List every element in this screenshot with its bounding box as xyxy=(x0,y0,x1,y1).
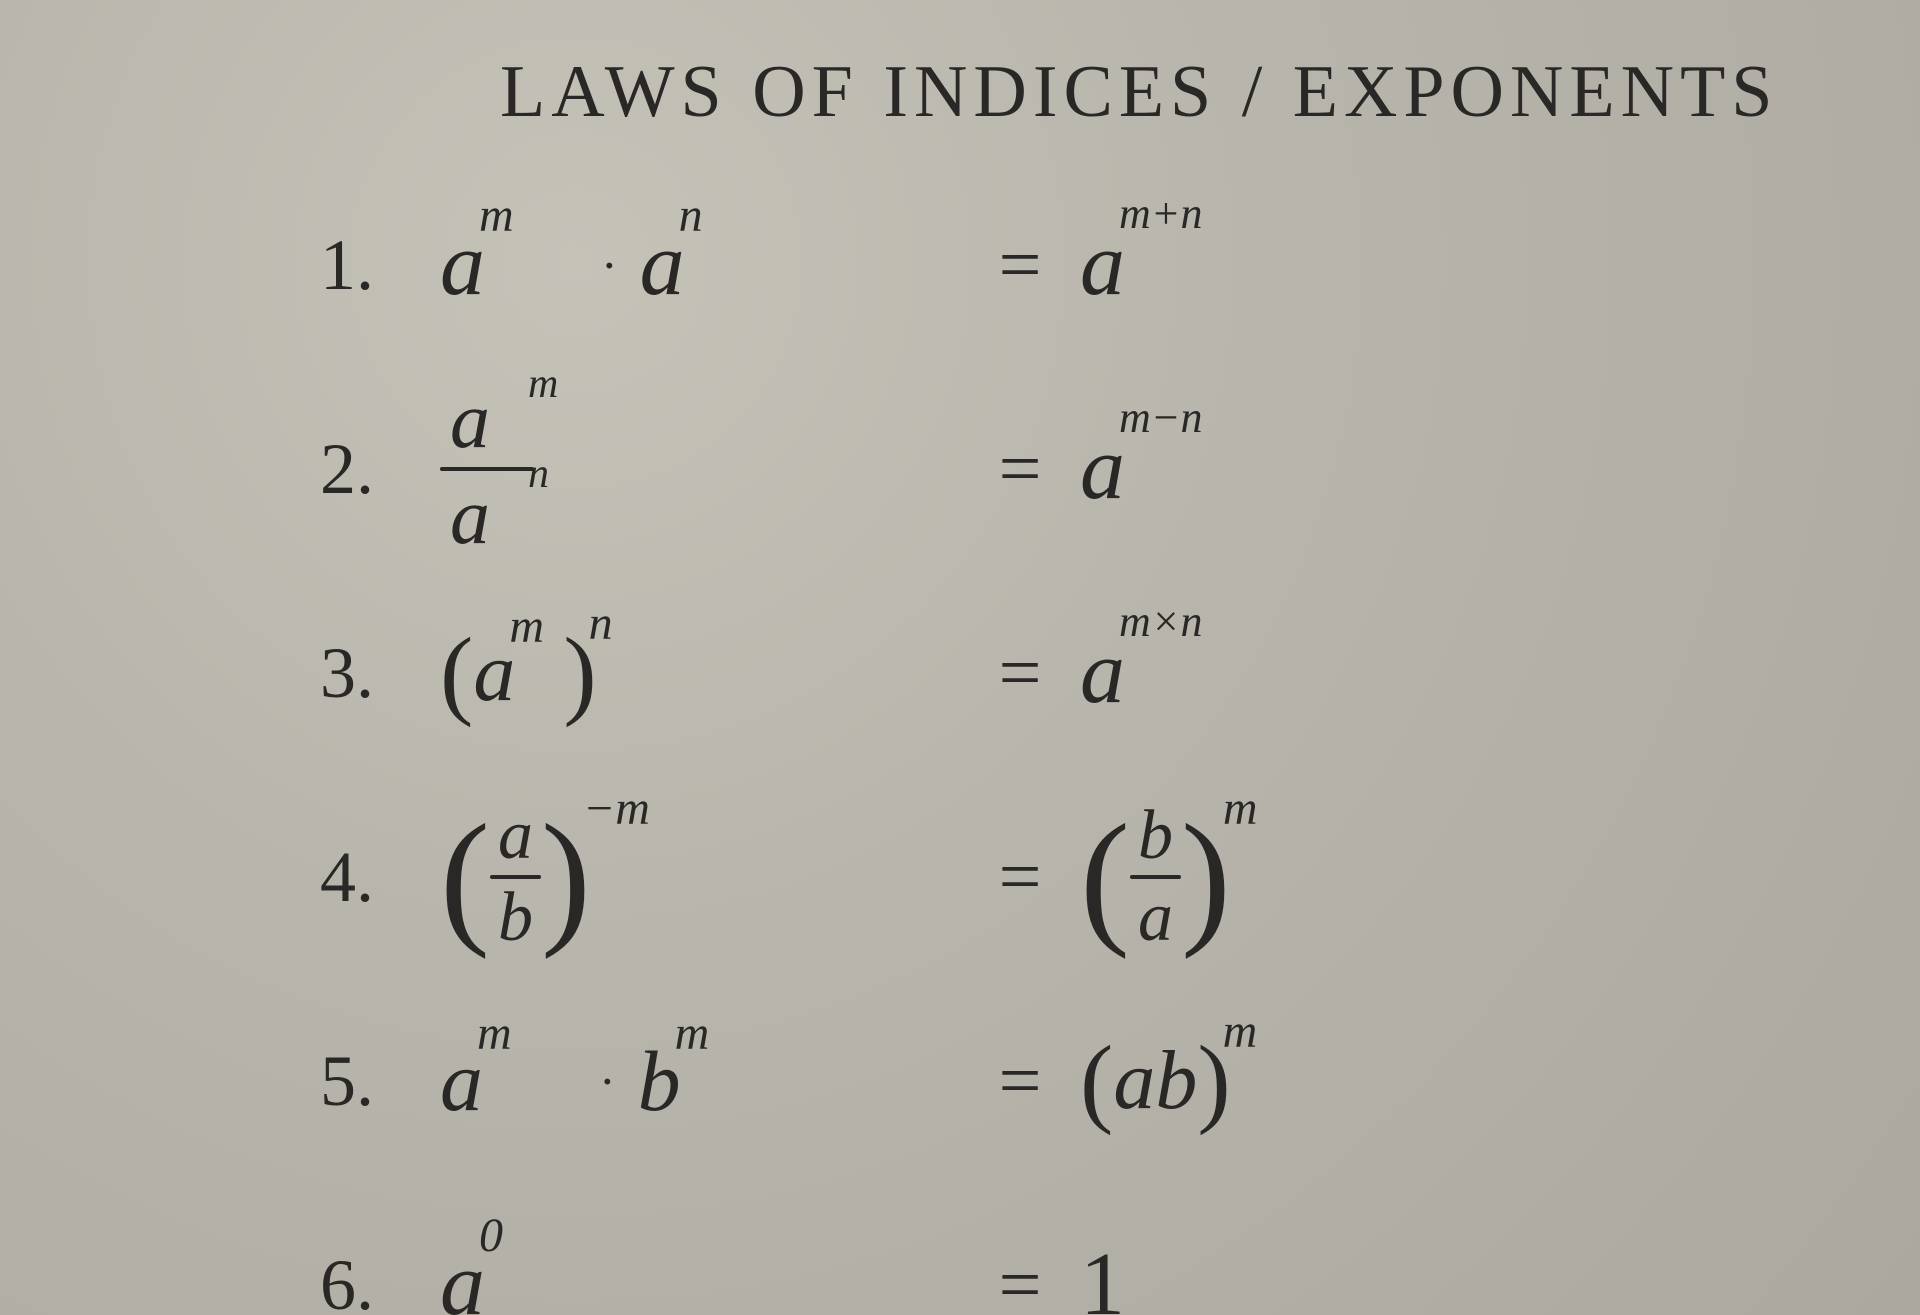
outer-superscript: n xyxy=(589,600,613,648)
paren-group: ( am ) n xyxy=(440,628,597,718)
left-paren: ( xyxy=(440,810,490,945)
superscript: m−n xyxy=(1119,396,1202,440)
literal-one: 1 xyxy=(1080,1240,1125,1315)
base: am xyxy=(440,220,485,310)
equals-sign: = xyxy=(960,635,1080,711)
superscript: m xyxy=(675,1010,710,1058)
rhs: am−n xyxy=(1080,389,1860,549)
base-letter: a xyxy=(450,377,490,465)
product: am · bm xyxy=(440,1038,681,1124)
base: am×n xyxy=(1080,628,1125,718)
superscript: n xyxy=(679,192,703,240)
base: am−n xyxy=(1080,424,1125,514)
lhs: a0 xyxy=(440,1205,960,1315)
law-row-2: 2. am an = am−n xyxy=(320,389,1860,549)
outer-superscript: m xyxy=(1223,1008,1258,1056)
rhs: am×n xyxy=(1080,593,1860,753)
product: am · an xyxy=(440,220,685,310)
equals-sign: = xyxy=(960,1043,1080,1119)
inner-text: ab xyxy=(1113,1039,1197,1123)
base: bm xyxy=(638,1038,681,1124)
denominator: a xyxy=(1130,879,1181,953)
paren-fraction: ( a b ) −m xyxy=(440,801,591,953)
left-paren: ( xyxy=(440,628,473,718)
base: an xyxy=(640,220,685,310)
law-row-6: 6. a0 = 1 xyxy=(320,1205,1860,1315)
superscript: m xyxy=(479,192,514,240)
equals-sign: = xyxy=(960,227,1080,303)
superscript: 0 xyxy=(479,1212,503,1260)
row-number: 1. xyxy=(320,229,440,301)
base: am xyxy=(473,631,515,715)
lhs: ( am ) n xyxy=(440,593,960,753)
page: LAWS OF INDICES / EXPONENTS 1. am · an =… xyxy=(0,0,1920,1315)
fraction: b a xyxy=(1130,801,1181,953)
rhs: ( ab ) m xyxy=(1080,1001,1860,1161)
base: a0 xyxy=(440,1240,485,1315)
rhs: am+n xyxy=(1080,185,1860,345)
lhs: am · bm xyxy=(440,1001,960,1161)
superscript: m xyxy=(509,603,544,651)
left-paren: ( xyxy=(1080,1036,1113,1126)
denominator: b xyxy=(490,879,541,953)
numerator: a xyxy=(490,801,541,875)
base-letter: a xyxy=(450,473,490,561)
outer-superscript: m xyxy=(1223,785,1258,833)
lhs: am · an xyxy=(440,185,960,345)
row-number: 5. xyxy=(320,1045,440,1117)
base: am+n xyxy=(1080,220,1125,310)
numerator: am xyxy=(440,381,534,467)
row-number: 4. xyxy=(320,841,440,913)
row-number: 2. xyxy=(320,433,440,505)
superscript: n xyxy=(528,453,549,495)
rhs: 1 xyxy=(1080,1205,1860,1315)
law-row-5: 5. am · bm = ( ab ) m xyxy=(320,1001,1860,1161)
base: am xyxy=(440,1038,483,1124)
outer-superscript: −m xyxy=(583,785,650,833)
dot-operator: · xyxy=(599,1056,616,1106)
fraction: am an xyxy=(440,381,534,557)
row-number: 3. xyxy=(320,637,440,709)
row-number: 6. xyxy=(320,1249,440,1315)
superscript: m xyxy=(528,363,558,405)
rhs: ( b a ) m xyxy=(1080,797,1860,957)
denominator: an xyxy=(440,471,534,557)
lhs: am an xyxy=(440,389,960,549)
superscript: m+n xyxy=(1119,192,1202,236)
paren-fraction: ( b a ) m xyxy=(1080,801,1231,953)
page-title: LAWS OF INDICES / EXPONENTS xyxy=(500,50,1860,135)
paren-group: ( ab ) m xyxy=(1080,1036,1231,1126)
superscript: m xyxy=(477,1010,512,1058)
left-paren: ( xyxy=(1080,810,1130,945)
law-row-4: 4. ( a b ) −m = ( b a xyxy=(320,797,1860,957)
equals-sign: = xyxy=(960,839,1080,915)
equals-sign: = xyxy=(960,431,1080,507)
law-row-1: 1. am · an = am+n xyxy=(320,185,1860,345)
superscript: m×n xyxy=(1119,600,1202,644)
numerator: b xyxy=(1130,801,1181,875)
dot-operator: · xyxy=(601,240,618,290)
equals-sign: = xyxy=(960,1247,1080,1315)
lhs: ( a b ) −m xyxy=(440,797,960,957)
fraction: a b xyxy=(490,801,541,953)
law-row-3: 3. ( am ) n = am×n xyxy=(320,593,1860,753)
